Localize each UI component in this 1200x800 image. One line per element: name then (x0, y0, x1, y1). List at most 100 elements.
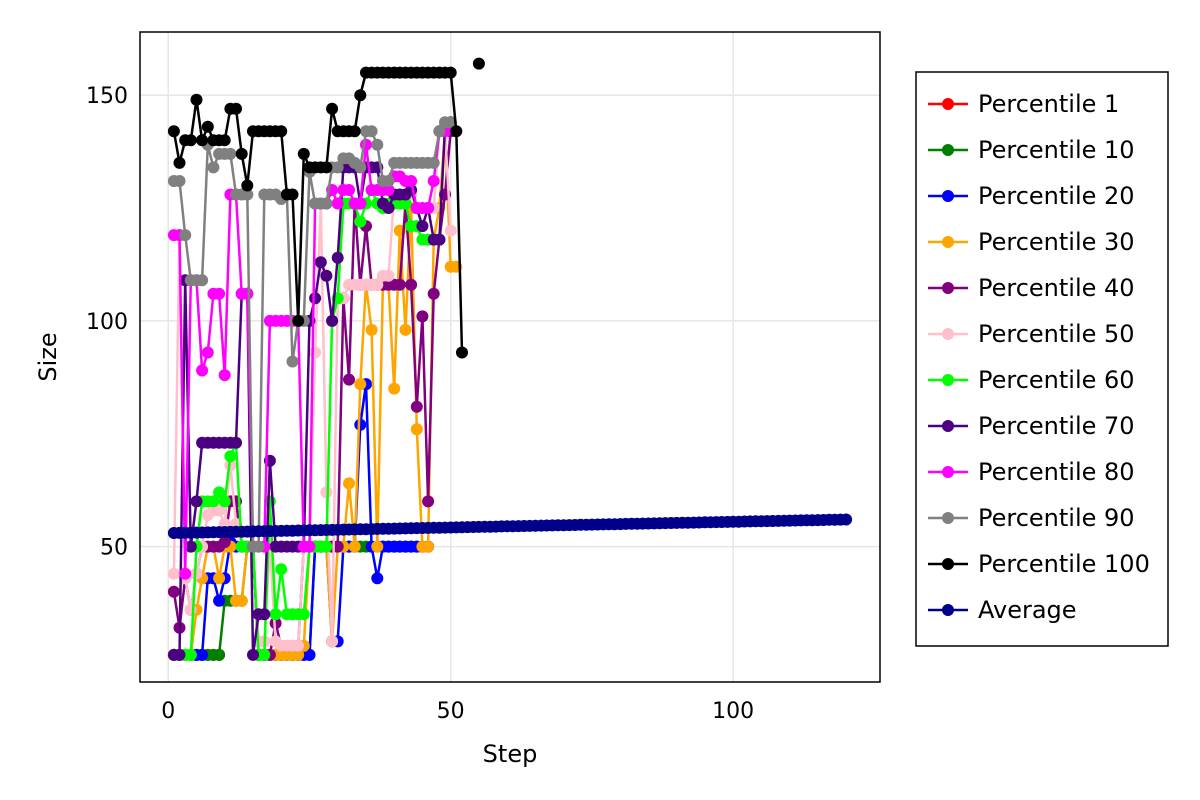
data-point (196, 648, 209, 661)
data-point (320, 197, 333, 210)
legend-item: Percentile 30 (928, 228, 1135, 256)
legend-item: Percentile 40 (928, 274, 1135, 302)
legend-label: Percentile 60 (978, 366, 1135, 394)
data-point (224, 450, 237, 463)
legend-marker (942, 420, 954, 432)
series-unlabeled-11 (472, 57, 485, 70)
data-point (354, 215, 367, 228)
data-point (297, 608, 310, 621)
data-point (427, 287, 440, 300)
data-point (173, 648, 186, 661)
data-point (292, 648, 305, 661)
data-point (331, 197, 344, 210)
data-point (320, 269, 333, 282)
data-point (258, 608, 271, 621)
data-point (320, 540, 333, 553)
legend-marker (942, 558, 954, 570)
legend-marker (942, 328, 954, 340)
data-point (167, 585, 180, 598)
data-point (213, 504, 226, 517)
data-point (320, 486, 333, 499)
data-point (201, 346, 214, 359)
data-point (840, 513, 853, 526)
data-point (190, 93, 203, 106)
data-point (269, 608, 282, 621)
data-point (371, 278, 384, 291)
data-point (218, 495, 231, 508)
data-point (218, 134, 231, 147)
data-point (382, 269, 395, 282)
data-point (179, 567, 192, 580)
x-tick-label: 100 (712, 699, 754, 724)
data-point (184, 540, 197, 553)
data-point (167, 567, 180, 580)
data-point (173, 175, 186, 187)
legend-marker (942, 282, 954, 294)
data-point (247, 648, 259, 661)
legend-label: Percentile 20 (978, 182, 1135, 210)
data-point (184, 134, 197, 147)
data-point (348, 540, 361, 553)
data-point (309, 346, 322, 359)
data-point (416, 220, 429, 233)
data-point (230, 436, 242, 449)
data-point (309, 292, 322, 305)
data-point (196, 134, 209, 147)
data-point (450, 125, 463, 138)
legend-label: Percentile 40 (978, 274, 1135, 302)
data-point (292, 314, 305, 327)
data-point (196, 274, 209, 287)
x-tick-label: 50 (437, 699, 465, 724)
data-point (371, 540, 384, 553)
data-point (326, 314, 339, 327)
legend-item: Percentile 1 (928, 90, 1119, 118)
legend-label: Percentile 100 (978, 550, 1150, 578)
data-point (433, 233, 446, 246)
plot-frame (139, 31, 881, 683)
data-point (399, 197, 412, 210)
legend-marker (942, 466, 954, 478)
legend-item: Percentile 100 (928, 550, 1150, 578)
data-point (343, 184, 355, 196)
data-point (354, 378, 367, 391)
data-point (365, 125, 378, 138)
legend-item: Percentile 50 (928, 320, 1135, 348)
data-point (427, 175, 440, 187)
data-point (275, 563, 288, 576)
data-point (241, 188, 254, 201)
data-point (213, 572, 226, 585)
data-point (213, 648, 226, 661)
data-point (286, 355, 299, 368)
data-point (410, 423, 423, 436)
y-tick-label: 100 (86, 310, 128, 335)
data-point (331, 251, 344, 264)
legend-label: Percentile 70 (978, 412, 1135, 440)
data-point (326, 102, 339, 115)
data-point (360, 138, 372, 151)
x-tick-label: 0 (161, 699, 175, 724)
legend-marker (942, 190, 954, 202)
legend-item: Percentile 20 (928, 182, 1135, 210)
legend-label: Percentile 50 (978, 320, 1135, 348)
series-layer (167, 57, 853, 661)
data-point (320, 161, 333, 174)
legend-marker (942, 144, 954, 156)
data-point (184, 648, 197, 661)
data-point (241, 179, 254, 192)
data-point (235, 594, 248, 607)
data-point (331, 161, 344, 174)
data-point (213, 486, 226, 499)
legend-label: Percentile 80 (978, 458, 1135, 486)
data-point (444, 66, 457, 79)
data-point (393, 278, 406, 291)
y-tick-label: 150 (86, 84, 128, 109)
legend-label: Percentile 90 (978, 504, 1135, 532)
data-point (286, 188, 299, 201)
data-point (444, 116, 457, 129)
data-point (354, 197, 367, 210)
data-point (472, 57, 485, 70)
legend-marker (942, 374, 954, 386)
data-point (343, 373, 355, 386)
data-point (292, 639, 305, 652)
